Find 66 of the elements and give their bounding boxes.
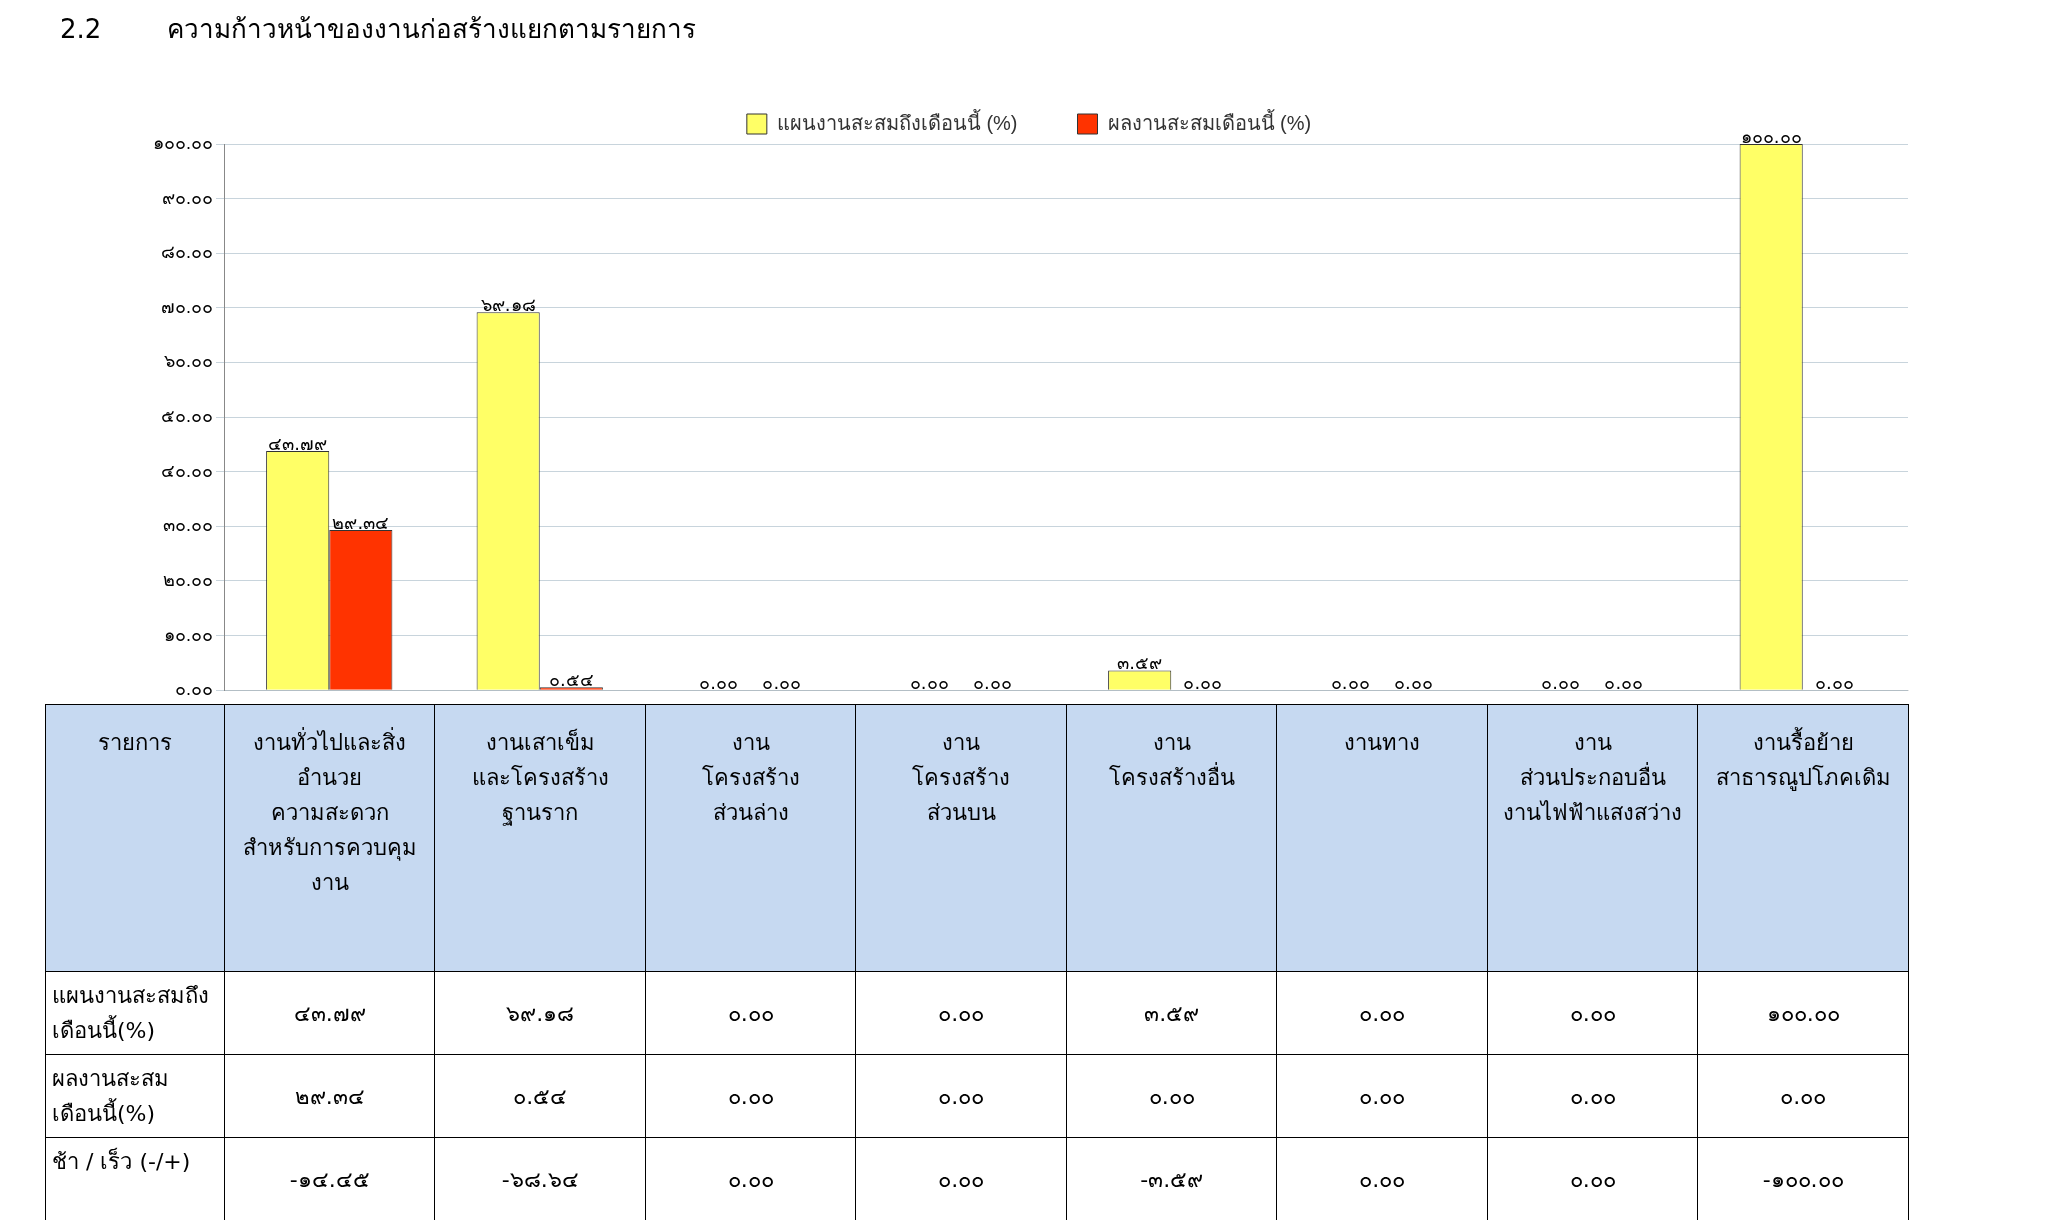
text: รายการ: [45, 704, 225, 972]
data-label: ๐.๐๐: [855, 1054, 1067, 1138]
data-label: ๐.๐๐: [1066, 1054, 1277, 1138]
data-label: ๒๙.๓๔: [224, 1054, 435, 1138]
y-tick-label: ๗๐.๐๐: [160, 296, 213, 317]
x-tick-label: งาน โครงสร้างอื่น: [1066, 704, 1277, 972]
data-label: ๐.๕๔: [434, 1054, 646, 1138]
annotation: ๐.๐๐: [1541, 671, 1581, 693]
data-label: ๐.๐๐: [855, 971, 1067, 1055]
text: ๒๙.๓๔: [332, 511, 390, 533]
x-tick-label: งาน โครงสร้าง ส่วนล่าง: [645, 704, 856, 972]
y-tick-label: ๙๐.๐๐: [161, 187, 213, 208]
text: ผลงานสะสมเดือนนี้(%): [45, 1054, 225, 1138]
text: ๔๓.๗๙: [268, 432, 328, 454]
chart-title: 2.2 ความก้าวหน้าของงานก่อสร้างแยกตามรายการ: [59, 13, 698, 44]
data-label: ๐.๐๐: [645, 1054, 856, 1138]
text: ๐.๐๐: [1393, 671, 1433, 693]
text: ๐.๐๐: [938, 1166, 985, 1192]
annotation: ๐.๐๐: [699, 671, 739, 693]
text: ช้า / เร็ว (-/+): [45, 1137, 225, 1220]
text: ๐.๐๐: [727, 1166, 774, 1192]
y-tick-label: ๔๐.๐๐: [160, 460, 213, 481]
annotation: ๐.๐๐: [1330, 671, 1370, 693]
text: -๖๘.๖๔: [434, 1137, 646, 1220]
text: -๑๔.๔๕: [224, 1137, 435, 1220]
text: ๐.๐๐: [1604, 671, 1644, 693]
text: แผนงานสะสมถึงเดือนนี้(%): [45, 971, 225, 1055]
y-tick-label: ๐.๐๐: [174, 679, 213, 700]
text: ๓.๕๙: [1117, 652, 1163, 674]
legend-label: แผนงานสะสมถึงเดือนนี้ (%): [776, 108, 1018, 134]
data-label: ๔๓.๗๙: [224, 971, 435, 1055]
legend-label: ผลงานสะสมเดือนนี้ (%): [1107, 108, 1312, 134]
text: ๖๙.๑๘: [480, 294, 536, 316]
y-tick-label: ๒๐.๐๐: [162, 569, 213, 590]
data-label: ๐.๐๐: [1487, 971, 1698, 1055]
x-tick-label: งานทาง: [1276, 704, 1488, 972]
data-label: ๐.๐๐: [1487, 1054, 1698, 1138]
text: -๑๐๐.๐๐: [1697, 1137, 1909, 1220]
data-label: ๖๙.๑๘: [434, 971, 646, 1055]
data-label: ๓.๕๙: [1066, 971, 1277, 1055]
x-tick-label: งานรื้อย้าย สาธารณูปโภคเดิม: [1697, 704, 1909, 972]
y-tick-label: ๓๐.๐๐: [162, 515, 213, 536]
x-tick-label: งาน โครงสร้าง ส่วนบน: [855, 704, 1067, 972]
x-tick-label: งานทั่วไปและสิ่งอำนวย ความสะดวก สำหรับการควบคุมงาน: [224, 704, 435, 972]
data-label: ๐.๐๐: [645, 971, 856, 1055]
text: ๐.๐๐: [1183, 671, 1223, 693]
text: ๐.๐๐: [1569, 1166, 1616, 1192]
y-tick-label: ๑๐๐.๐๐: [152, 132, 213, 153]
text: ๐.๐๐: [972, 671, 1012, 693]
data-label: ๐.๐๐: [1276, 1054, 1488, 1138]
text: ๑๐๐.๐๐: [1740, 125, 1802, 147]
text: -๓.๕๙: [1066, 1137, 1277, 1220]
text: ๐.๕๔: [548, 668, 594, 690]
x-tick-label: งานเสาเข็ม และโครงสร้าง ฐานราก: [434, 704, 646, 972]
data-label: ๐.๐๐: [1276, 971, 1488, 1055]
x-tick-label: งาน ส่วนประกอบอื่น งานไฟฟ้าแสงสว่าง: [1487, 704, 1698, 972]
text: ๐.๐๐: [1359, 1166, 1406, 1192]
y-tick-label: ๘๐.๐๐: [160, 242, 213, 263]
annotation: ๐.๐๐: [909, 671, 949, 693]
text: ๐.๐๐: [762, 671, 802, 693]
data-label: ๐.๐๐: [1697, 1054, 1909, 1138]
y-tick-label: ๕๐.๐๐: [160, 406, 213, 427]
y-tick-label: ๖๐.๐๐: [163, 351, 213, 372]
y-tick-label: ๑๐.๐๐: [163, 624, 213, 645]
data-label: ๑๐๐.๐๐: [1697, 971, 1909, 1055]
text: ๐.๐๐: [1814, 671, 1854, 693]
